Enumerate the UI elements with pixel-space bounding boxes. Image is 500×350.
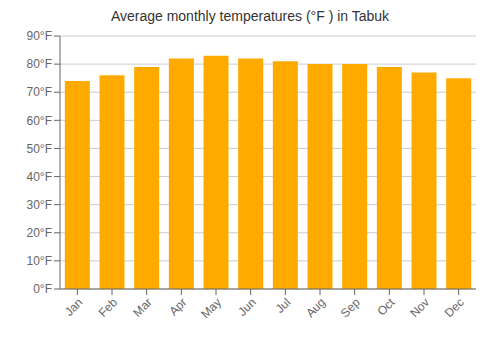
svg-text:80°F: 80°F — [27, 57, 52, 71]
svg-text:30°F: 30°F — [27, 198, 52, 212]
svg-text:Sep: Sep — [338, 295, 363, 320]
svg-text:Dec: Dec — [442, 295, 467, 320]
svg-text:Nov: Nov — [407, 295, 432, 320]
svg-text:10°F: 10°F — [27, 254, 52, 268]
svg-text:20°F: 20°F — [27, 226, 52, 240]
svg-text:Jul: Jul — [273, 295, 294, 316]
svg-text:Oct: Oct — [374, 295, 398, 319]
html-text:Average monthly temperatures (: Average monthly temperatures (°F ) in Ta… — [110, 8, 390, 24]
svg-text:40°F: 40°F — [27, 170, 52, 184]
svg-text:70°F: 70°F — [27, 85, 52, 99]
svg-text:Apr: Apr — [166, 295, 189, 318]
svg-text:90°F: 90°F — [27, 29, 52, 43]
svg-text:50°F: 50°F — [27, 142, 52, 156]
svg-text:60°F: 60°F — [27, 114, 52, 128]
svg-text:Jan: Jan — [62, 295, 86, 319]
svg-text:Mar: Mar — [130, 295, 155, 320]
svg-text:May: May — [198, 295, 224, 321]
svg-text:0°F: 0°F — [33, 282, 52, 296]
svg-text:Aug: Aug — [303, 295, 328, 320]
svg-text:Feb: Feb — [96, 295, 121, 320]
svg-text:Jun: Jun — [235, 295, 259, 319]
